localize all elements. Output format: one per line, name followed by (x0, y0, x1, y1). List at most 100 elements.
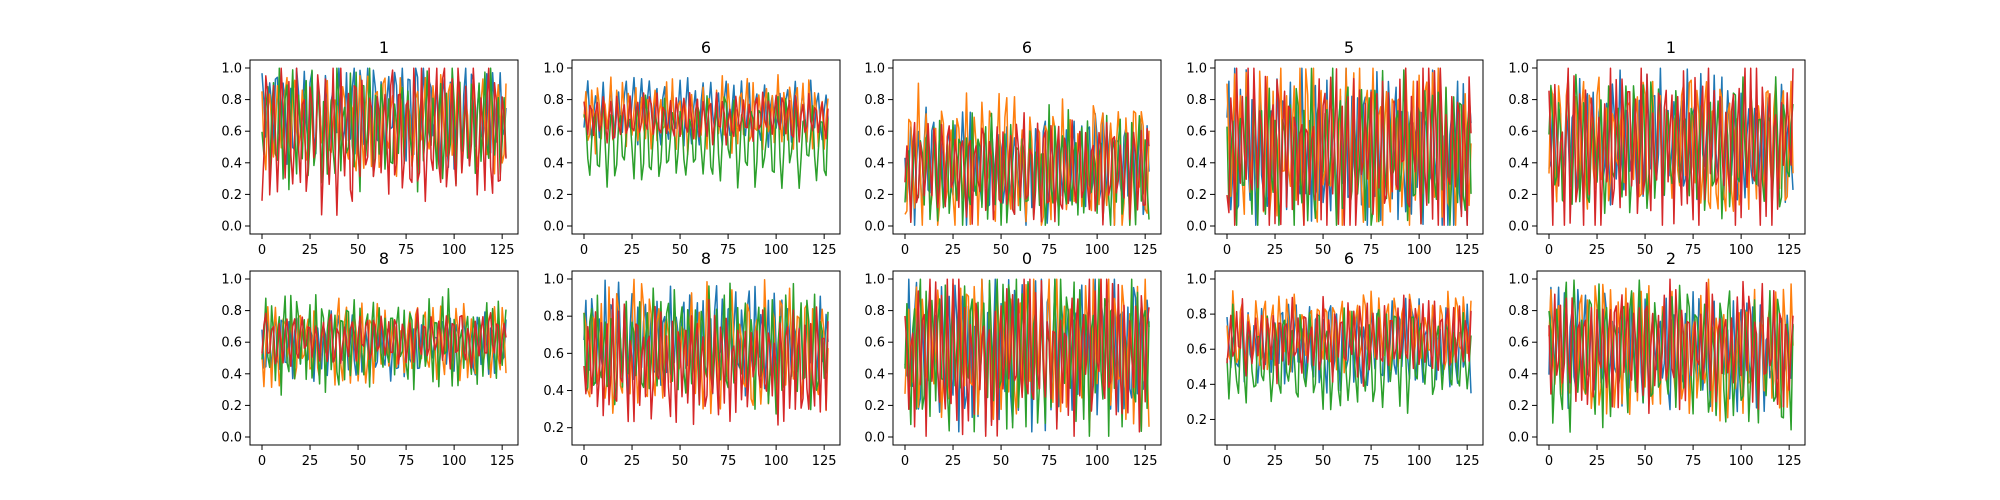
y-tick-label: 0.8 (1508, 93, 1529, 108)
x-tick-label: 75 (720, 243, 737, 258)
y-tick-label: 1.0 (221, 273, 242, 288)
y-tick-label: 0.6 (1508, 336, 1529, 351)
x-tick-label: 50 (993, 454, 1010, 469)
x-tick-label: 100 (1407, 454, 1432, 469)
subplot-3: 0.0 0.2 0.4 0.6 0.8 1.0 0 25 50 75 100 125 6 (864, 38, 1162, 258)
x-tick-label: 25 (624, 243, 641, 258)
x-tick-label: 100 (1407, 243, 1432, 258)
y-tick-label: 0.4 (221, 156, 242, 171)
x-tick-label: 50 (672, 454, 689, 469)
x-tick-label: 100 (1085, 454, 1110, 469)
y-tick-label: 0.2 (221, 399, 242, 414)
y-tick-label: 1.0 (221, 62, 242, 77)
x-tick-label: 125 (490, 454, 515, 469)
y-tick-label: 0.2 (543, 421, 564, 436)
axes-frame (1214, 270, 1484, 446)
x-tick-label: 50 (1637, 454, 1654, 469)
y-tick-label: 0.2 (1508, 188, 1529, 203)
y-tick-label: 0.8 (1508, 304, 1529, 319)
y-tick-label: 0.8 (221, 304, 242, 319)
y-tick-label: 0.6 (543, 125, 564, 140)
series-line-4 (261, 67, 507, 216)
x-tick-label: 0 (901, 454, 909, 469)
subplot-title: 0 (1022, 249, 1032, 268)
subplot-title: 1 (379, 38, 389, 57)
y-tick-label: 0.0 (1508, 220, 1529, 235)
x-tick-label: 125 (812, 243, 837, 258)
y-tick-label: 0.2 (1186, 413, 1207, 428)
y-tick-label: 0.6 (864, 336, 885, 351)
x-tick-label: 100 (1085, 243, 1110, 258)
x-tick-label: 75 (1685, 243, 1702, 258)
y-tick-label: 0.2 (1508, 399, 1529, 414)
y-tick-label: 0.0 (1186, 220, 1207, 235)
y-tick-label: 0.0 (221, 220, 242, 235)
x-tick-label: 50 (1315, 243, 1332, 258)
y-tick-label: 1.0 (1186, 273, 1207, 288)
x-tick-label: 25 (1267, 243, 1284, 258)
axes-frame (1536, 270, 1806, 446)
axes-frame (1214, 59, 1484, 235)
subplot-title: 8 (701, 249, 711, 268)
y-tick-label: 0.6 (221, 125, 242, 140)
x-tick-label: 25 (302, 243, 319, 258)
y-tick-label: 0.2 (864, 399, 885, 414)
x-tick-label: 50 (350, 243, 367, 258)
x-tick-label: 0 (1223, 454, 1231, 469)
x-tick-label: 25 (1267, 454, 1284, 469)
x-tick-label: 25 (302, 454, 319, 469)
axes-frame (1536, 59, 1806, 235)
x-tick-label: 125 (1133, 454, 1158, 469)
subplot-10: 0.0 0.2 0.4 0.6 0.8 1.0 0 25 50 75 100 125 2 (1508, 249, 1806, 469)
x-tick-label: 125 (1133, 243, 1158, 258)
series-line-4 (1226, 67, 1472, 226)
y-tick-label: 1.0 (543, 62, 564, 77)
x-tick-label: 100 (1729, 243, 1754, 258)
subplot-title: 8 (379, 249, 389, 268)
series-line-3 (904, 278, 1150, 437)
y-tick-label: 0.8 (221, 93, 242, 108)
x-tick-label: 50 (672, 243, 689, 258)
y-tick-label: 0.4 (1508, 156, 1529, 171)
y-tick-label: 0.2 (1186, 188, 1207, 203)
y-tick-label: 1.0 (864, 273, 885, 288)
x-tick-label: 75 (720, 454, 737, 469)
x-tick-label: 0 (901, 243, 909, 258)
axes-frame (249, 59, 519, 235)
x-tick-label: 75 (1685, 454, 1702, 469)
x-tick-label: 0 (580, 454, 588, 469)
x-tick-label: 75 (398, 243, 415, 258)
x-tick-label: 100 (442, 243, 467, 258)
y-tick-label: 0.6 (221, 336, 242, 351)
y-tick-label: 1.0 (1508, 273, 1529, 288)
x-tick-label: 100 (764, 243, 789, 258)
x-tick-label: 0 (1545, 243, 1553, 258)
series-line-4 (904, 112, 1150, 226)
y-tick-label: 1.0 (1186, 62, 1207, 77)
x-tick-label: 75 (1041, 243, 1058, 258)
x-tick-label: 125 (1455, 243, 1480, 258)
y-tick-label: 0.0 (864, 220, 885, 235)
y-tick-label: 0.4 (543, 384, 564, 399)
series-line-4 (1548, 278, 1794, 415)
x-tick-label: 0 (1223, 243, 1231, 258)
y-tick-label: 0.4 (1186, 378, 1207, 393)
y-tick-label: 0.6 (1508, 125, 1529, 140)
subplot-5: 0.0 0.2 0.4 0.6 0.8 1.0 0 25 50 75 100 125 1 (1508, 38, 1806, 258)
x-tick-label: 75 (1041, 454, 1058, 469)
x-tick-label: 50 (993, 243, 1010, 258)
x-tick-label: 125 (812, 454, 837, 469)
y-tick-label: 0.8 (543, 310, 564, 325)
x-tick-label: 25 (1589, 454, 1606, 469)
y-tick-label: 0.0 (864, 431, 885, 446)
y-tick-label: 1.0 (864, 62, 885, 77)
axes-frame (892, 270, 1162, 446)
x-tick-label: 50 (1315, 454, 1332, 469)
x-tick-label: 25 (945, 454, 962, 469)
subplot-6: 0.0 0.2 0.4 0.6 0.8 1.0 0 25 50 75 100 125 8 (221, 249, 519, 469)
axes-frame (892, 59, 1162, 235)
subplot-9: 0.2 0.4 0.6 0.8 1.0 0 25 50 75 100 125 6 (1186, 249, 1484, 469)
x-tick-label: 0 (1545, 454, 1553, 469)
x-tick-label: 25 (624, 454, 641, 469)
